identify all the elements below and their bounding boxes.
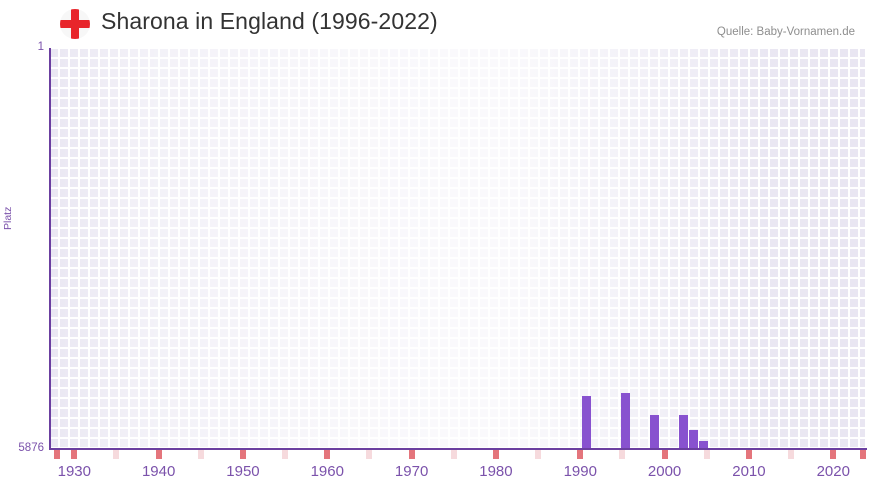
x-axis-edge-tick xyxy=(54,450,61,459)
x-axis-minor-tick xyxy=(788,450,795,459)
x-axis-tick-label: 1930 xyxy=(57,463,91,480)
x-axis-tick-label: 1960 xyxy=(310,463,344,480)
x-axis-minor-tick xyxy=(535,450,542,459)
x-axis-tick-label: 1950 xyxy=(226,463,260,480)
chart-bar xyxy=(679,415,688,448)
x-axis-minor-tick xyxy=(113,450,120,459)
x-axis-major-tick xyxy=(830,450,837,459)
x-axis-minor-tick xyxy=(450,450,457,459)
x-axis-minor-tick xyxy=(366,450,373,459)
x-axis-minor-tick xyxy=(619,450,626,459)
y-axis-title: Platz xyxy=(2,206,14,230)
page-title: Sharona in England (1996-2022) xyxy=(101,8,438,34)
x-axis-minor-tick xyxy=(197,450,204,459)
x-axis-major-tick xyxy=(577,450,584,459)
source-attribution: Quelle: Baby-Vornamen.de xyxy=(716,26,855,38)
x-axis-major-tick xyxy=(408,450,415,459)
chart-bar xyxy=(689,430,698,448)
x-axis-major-tick xyxy=(155,450,162,459)
x-axis-minor-tick xyxy=(282,450,289,459)
x-axis-tick-label: 1970 xyxy=(394,463,429,480)
x-axis-tick-label: 1980 xyxy=(479,463,513,480)
england-flag-icon xyxy=(60,9,90,39)
x-axis-major-tick xyxy=(661,450,668,459)
x-axis-tick-label: 2000 xyxy=(647,463,682,480)
y-axis-top-tick-label: 1 xyxy=(37,41,44,53)
x-axis-edge-tick xyxy=(859,450,866,459)
bars-layer xyxy=(49,48,867,448)
chart-bar xyxy=(699,441,708,448)
x-axis-line xyxy=(49,448,867,450)
x-axis-tick-label: 1940 xyxy=(141,463,176,480)
flag-cross-vertical xyxy=(71,9,79,39)
x-axis-minor-tick xyxy=(703,450,710,459)
chart-header: Sharona in England (1996-2022) Quelle: B… xyxy=(0,0,873,46)
y-axis-bottom-tick-label: 5876 xyxy=(18,442,44,454)
x-axis-major-tick xyxy=(492,450,499,459)
x-axis-tick-label: 2010 xyxy=(732,463,766,480)
chart-bar xyxy=(621,393,630,448)
y-axis-line xyxy=(49,48,51,450)
x-axis-major-tick xyxy=(239,450,246,459)
x-axis-major-tick xyxy=(324,450,331,459)
chart-bar xyxy=(650,415,659,448)
x-axis-major-tick xyxy=(71,450,78,459)
x-axis-major-tick xyxy=(745,450,752,459)
x-axis-tick-label: 2020 xyxy=(816,463,850,480)
chart-bar xyxy=(582,396,591,448)
x-axis-tick-label: 1990 xyxy=(563,463,597,480)
